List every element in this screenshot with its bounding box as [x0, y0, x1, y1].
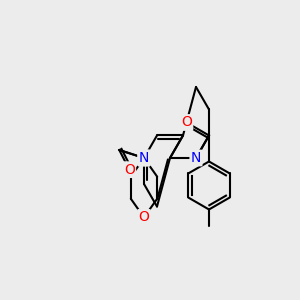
Text: O: O — [124, 163, 135, 177]
Text: N: N — [139, 151, 149, 165]
Text: N: N — [139, 151, 149, 165]
Text: O: O — [181, 116, 192, 130]
Text: N: N — [191, 151, 201, 165]
Text: O: O — [139, 210, 149, 224]
